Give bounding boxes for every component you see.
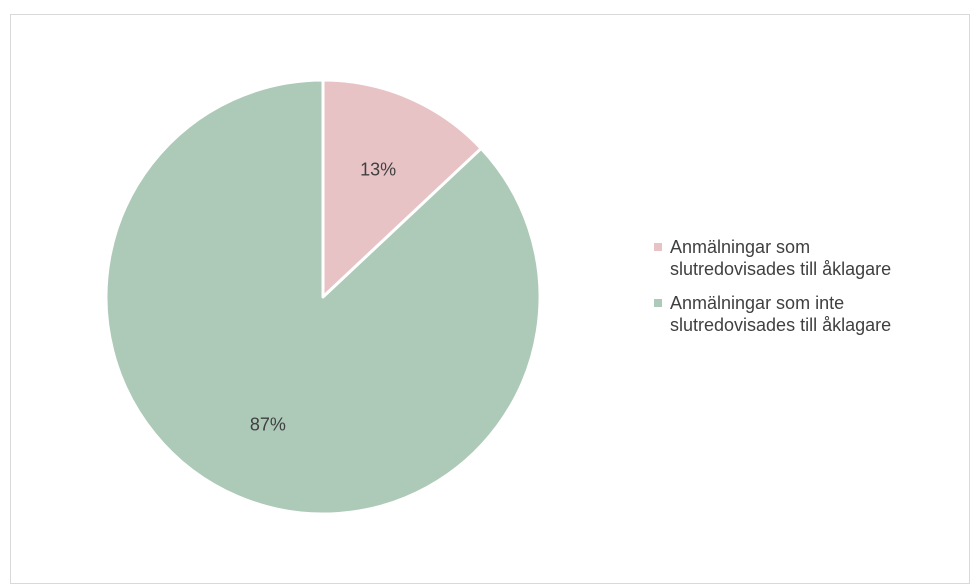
pie-slice-reported bbox=[321, 78, 483, 299]
pie-slices bbox=[104, 78, 542, 516]
legend: Anmälningar som slutredovisades till åkl… bbox=[654, 236, 974, 348]
legend-label-reported-line2: slutredovisades till åklagare bbox=[670, 259, 892, 279]
legend-label-not-reported-line1: Anmälningar som inte bbox=[670, 293, 845, 313]
pie-data-labels: 13% 87% bbox=[250, 160, 396, 435]
pie-slice-reported-label: 13% bbox=[360, 160, 396, 180]
legend-item-not-reported: Anmälningar som inte slutredovisades til… bbox=[654, 292, 974, 336]
pie-slice-not-reported bbox=[104, 78, 542, 516]
legend-label-reported-line1: Anmälningar som bbox=[670, 237, 811, 257]
legend-item-reported: Anmälningar som slutredovisades till åkl… bbox=[654, 236, 974, 280]
pie-slice-not-reported-label: 87% bbox=[250, 414, 286, 434]
legend-swatch-not-reported bbox=[654, 299, 662, 307]
legend-swatch-reported bbox=[654, 243, 662, 251]
legend-label-not-reported-line2: slutredovisades till åklagare bbox=[670, 315, 892, 335]
